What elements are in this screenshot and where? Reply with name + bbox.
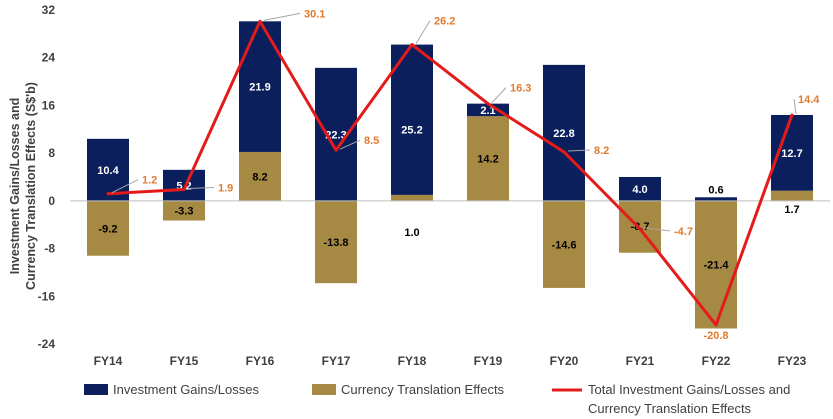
y-tick-label: 8 — [48, 146, 55, 160]
y-tick-label: -8 — [44, 242, 55, 256]
x-tick-label: FY17 — [322, 354, 351, 368]
bar-investment-fy18 — [391, 44, 433, 195]
legend-swatch-currency — [312, 384, 336, 395]
bar-currency-fy19 — [467, 116, 509, 201]
data-label-total: 30.1 — [304, 8, 325, 20]
data-label-currency: -21.4 — [703, 260, 729, 272]
legend-label-currency: Currency Translation Effects — [341, 382, 505, 397]
data-label-investment: 4.0 — [632, 184, 647, 196]
x-tick-label: FY21 — [626, 354, 655, 368]
bar-currency-fy20 — [543, 200, 585, 288]
total-line-point — [790, 113, 794, 117]
x-tick-label: FY19 — [474, 354, 503, 368]
x-tick-label: FY16 — [246, 354, 275, 368]
data-label-total: 8.5 — [364, 135, 379, 147]
bar-data-labels: 10.4-9.25.2-3.321.98.222.3-13.825.21.02.… — [97, 82, 802, 272]
total-label-leader — [567, 149, 591, 152]
data-label-currency: 1.0 — [404, 227, 419, 239]
total-label-leader — [415, 20, 431, 44]
data-label-investment: 10.4 — [97, 165, 119, 177]
data-label-total: 1.9 — [218, 183, 233, 195]
total-line-point — [486, 102, 490, 106]
x-tick-label: FY14 — [94, 354, 123, 368]
bars — [87, 21, 813, 329]
bar-investment-fy19 — [467, 103, 509, 117]
y-tick-label: 32 — [42, 3, 56, 17]
bar-investment-fy22 — [695, 197, 737, 201]
data-label-currency: -14.6 — [551, 239, 576, 251]
total-line-point — [258, 19, 262, 23]
legend-label-total-line-2: Currency Translation Effects — [588, 401, 752, 416]
data-label-currency: 8.2 — [252, 171, 267, 183]
total-label-leader — [263, 12, 301, 21]
total-line-point — [410, 43, 414, 47]
total-line-point — [714, 323, 718, 327]
x-axis-ticks: FY14 FY15 FY16 FY17 FY18 FY19 FY20 FY21 FY22 FY23 — [94, 354, 807, 368]
legend: Investment Gains/Losses Currency Transla… — [84, 382, 790, 416]
data-label-total: -20.8 — [703, 330, 728, 342]
y-tick-label: 0 — [48, 194, 55, 208]
total-line-point — [182, 188, 186, 192]
data-label-total: 16.3 — [510, 83, 531, 95]
bar-investment-fy15 — [163, 169, 205, 201]
total-line-layer: 1.2 1.9 30.1 8.5 26.2 16.3 8.2 -4.7 -20.8 14.4 — [106, 8, 820, 342]
total-line-point — [562, 150, 566, 154]
bar-investment-fy14 — [87, 138, 129, 201]
total-line-point — [638, 227, 642, 231]
legend-label-investment: Investment Gains/Losses — [113, 382, 259, 397]
y-axis-ticks: 32 24 16 8 0 -8 -16 -24 — [38, 3, 56, 351]
legend-label-total-line-1: Total Investment Gains/Losses and — [588, 382, 790, 397]
y-tick-label: -24 — [38, 337, 56, 351]
legend-swatch-investment — [84, 384, 108, 395]
data-label-total: 8.2 — [594, 145, 609, 157]
bar-investment-fy20 — [543, 64, 585, 201]
total-label-leader — [643, 227, 671, 232]
y-tick-label: 24 — [42, 51, 56, 65]
bar-currency-fy14 — [87, 200, 129, 256]
total-label-leader — [491, 87, 507, 103]
data-label-currency: 14.2 — [477, 154, 498, 166]
data-label-currency: 1.7 — [784, 204, 799, 216]
bar-currency-fy17 — [315, 200, 357, 284]
x-tick-label: FY15 — [170, 354, 199, 368]
data-label-investment: 0.6 — [708, 184, 723, 196]
data-label-total: 14.4 — [798, 94, 820, 106]
bar-investment-fy21 — [619, 177, 661, 201]
data-label-investment: 25.2 — [401, 124, 422, 136]
bar-currency-fy16 — [239, 151, 281, 201]
bar-investment-fy17 — [315, 67, 357, 201]
data-label-currency: -3.3 — [175, 206, 194, 218]
x-tick-label: FY20 — [550, 354, 579, 368]
total-label-leader — [111, 179, 139, 194]
total-line — [107, 19, 794, 327]
y-tick-label: -16 — [38, 289, 56, 303]
bar-currency-fy23 — [771, 190, 813, 201]
y-tick-label: 16 — [42, 98, 56, 112]
data-label-total: 26.2 — [434, 16, 455, 28]
total-label-leader — [187, 187, 215, 190]
x-tick-label: FY23 — [778, 354, 807, 368]
total-label-leader — [339, 139, 361, 150]
data-label-investment: 21.9 — [249, 82, 270, 94]
total-line-point — [334, 148, 338, 152]
total-label-leader — [793, 98, 797, 115]
y-axis-title: Investment Gains/Losses and Currency Tra… — [8, 82, 38, 290]
total-line-point — [106, 192, 110, 196]
data-label-total: 1.2 — [142, 175, 157, 187]
data-label-investment: 12.7 — [781, 148, 802, 160]
data-label-currency: -13.8 — [323, 237, 348, 249]
bar-currency-fy18 — [391, 194, 433, 201]
y-axis-title-line-1: Investment Gains/Losses and — [8, 98, 22, 274]
x-tick-label: FY18 — [398, 354, 427, 368]
data-label-currency: -9.2 — [99, 223, 118, 235]
x-tick-label: FY22 — [702, 354, 731, 368]
data-label-investment: 2.1 — [480, 105, 495, 117]
y-axis-title-line-2: Currency Translation Effects (S$'b) — [24, 82, 38, 290]
bar-currency-fy15 — [163, 200, 205, 221]
data-label-total: -4.7 — [674, 226, 693, 238]
data-label-investment: 22.8 — [553, 128, 574, 140]
